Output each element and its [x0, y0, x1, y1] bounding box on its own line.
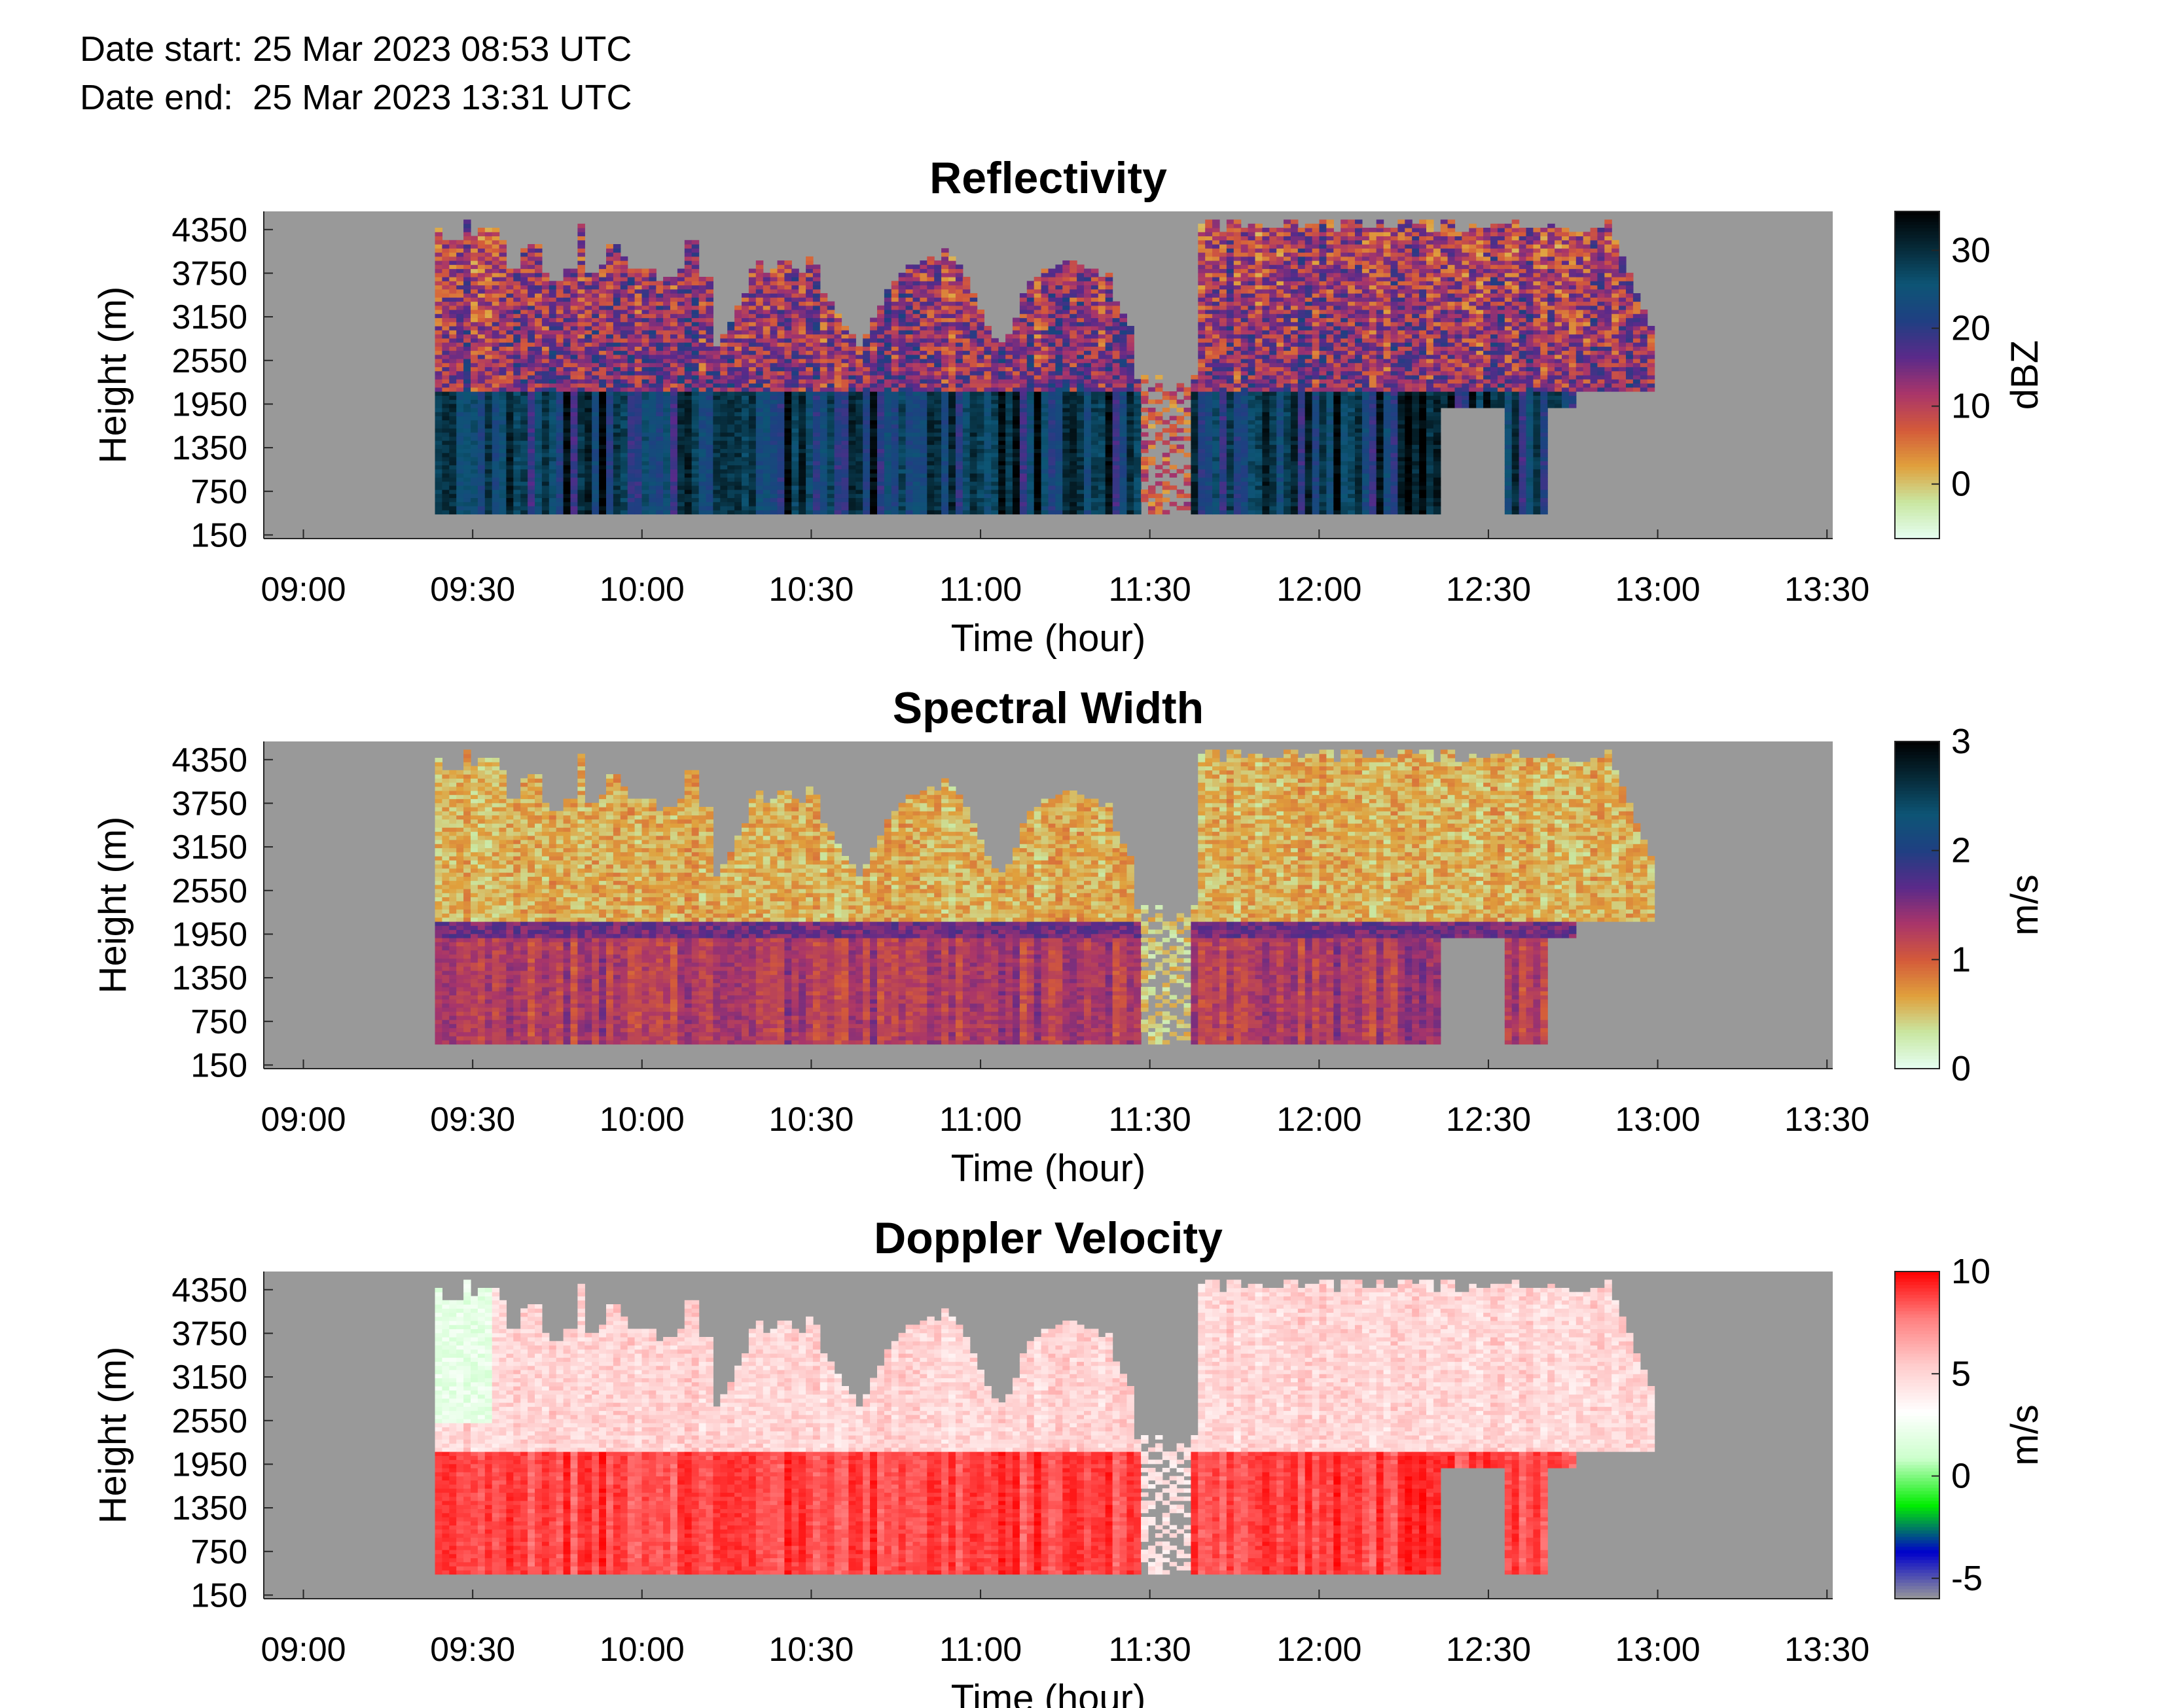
panel-spectral-width: Spectral Width 09:00 09:30 10:00 10:30 11:00 1… [92, 683, 2046, 1190]
x-axis-label: Time (hour) [951, 617, 1146, 660]
colorbar: -5 0 5 10 m/s [1895, 1252, 2046, 1599]
x-tick-label: 12:30 [1446, 1631, 1531, 1669]
y-axis-ticks: 150 750 1350 1950 2550 3150 3750 4350 [171, 741, 273, 1085]
colorbar-tick-label: 0 [1951, 465, 1971, 504]
y-tick-label: 3150 [171, 828, 247, 866]
y-tick-label: 1950 [171, 916, 247, 953]
y-tick-label: 3150 [171, 1359, 247, 1397]
x-tick-label: 09:00 [261, 1631, 346, 1669]
panel-title: Doppler Velocity [874, 1213, 1223, 1263]
y-axis-ticks: 150 750 1350 1950 2550 3150 3750 4350 [171, 1272, 273, 1615]
x-tick-label: 13:00 [1615, 1101, 1701, 1139]
x-tick-label: 11:00 [939, 1631, 1022, 1669]
x-tick-label: 12:30 [1446, 1101, 1531, 1139]
y-axis-label: Height (m) [92, 817, 134, 994]
x-tick-label: 13:00 [1615, 571, 1701, 609]
x-tick-label: 10:30 [768, 1631, 854, 1669]
y-tick-label: 1350 [171, 959, 247, 997]
colorbar-label: m/s [2004, 1404, 2046, 1465]
x-tick-label: 09:00 [261, 1101, 346, 1139]
x-tick-label: 12:00 [1276, 1631, 1361, 1669]
y-tick-label: 150 [190, 516, 247, 554]
x-tick-label: 11:30 [1109, 1631, 1191, 1669]
y-tick-label: 750 [190, 473, 247, 511]
x-tick-label: 12:30 [1446, 571, 1531, 609]
x-tick-label: 10:00 [600, 1101, 685, 1139]
x-tick-label: 09:30 [430, 1101, 515, 1139]
y-tick-label: 3750 [171, 785, 247, 823]
x-tick-label: 10:30 [768, 571, 854, 609]
panel-reflectivity: Reflectivity 09:00 09:30 10:00 10:30 11:00 11:… [92, 153, 2046, 660]
colorbar-tick-label: 1 [1951, 940, 1971, 979]
x-axis-ticks: 09:00 09:30 10:00 10:30 11:00 11:30 12:00 12:30… [261, 1059, 1869, 1139]
y-tick-label: 4350 [171, 741, 247, 779]
panel-title: Reflectivity [929, 153, 1167, 203]
x-tick-label: 09:30 [430, 1631, 515, 1669]
y-axis-ticks: 150 750 1350 1950 2550 3150 3750 4350 [171, 211, 273, 555]
y-tick-label: 4350 [171, 211, 247, 249]
colorbar-tick-label: 20 [1951, 309, 1990, 348]
y-tick-label: 2550 [171, 872, 247, 910]
x-tick-label: 11:00 [939, 1101, 1022, 1139]
colorbar-label: dBZ [2004, 340, 2046, 410]
x-tick-label: 10:30 [768, 1101, 854, 1139]
y-tick-label: 1950 [171, 1446, 247, 1484]
colorbar-tick-label: 10 [1951, 1252, 1990, 1291]
colorbar-tick-label: 0 [1951, 1049, 1971, 1088]
x-tick-label: 09:30 [430, 571, 515, 609]
y-tick-label: 1950 [171, 385, 247, 423]
x-tick-label: 10:00 [600, 571, 685, 609]
colorbar-tick-label: 0 [1951, 1457, 1971, 1496]
x-tick-label: 12:00 [1276, 571, 1361, 609]
x-tick-label: 12:00 [1276, 1101, 1361, 1139]
y-tick-label: 150 [190, 1576, 247, 1614]
x-tick-label: 11:30 [1109, 1101, 1191, 1139]
colorbar-tick-label: 3 [1951, 722, 1971, 761]
y-tick-label: 150 [190, 1046, 247, 1084]
y-axis-label: Height (m) [92, 287, 134, 464]
colorbar-label: m/s [2004, 874, 2046, 935]
x-tick-label: 13:30 [1784, 1101, 1869, 1139]
colorbar: 0 1 2 3 m/s [1895, 722, 2046, 1088]
y-tick-label: 2550 [171, 342, 247, 380]
y-tick-label: 750 [190, 1533, 247, 1571]
y-tick-label: 750 [190, 1003, 247, 1041]
y-tick-label: 3750 [171, 1315, 247, 1353]
x-axis-ticks: 09:00 09:30 10:00 10:30 11:00 11:30 12:00 12:30… [261, 1590, 1869, 1669]
y-tick-label: 3150 [171, 298, 247, 336]
y-tick-label: 2550 [171, 1402, 247, 1440]
y-tick-label: 1350 [171, 429, 247, 467]
x-axis-label: Time (hour) [951, 1147, 1146, 1190]
y-tick-label: 1350 [171, 1489, 247, 1527]
colorbar-tick-label: 2 [1951, 831, 1971, 870]
x-tick-label: 13:30 [1784, 571, 1869, 609]
x-tick-label: 13:30 [1784, 1631, 1869, 1669]
x-tick-label: 11:30 [1109, 571, 1191, 609]
x-tick-label: 11:00 [939, 571, 1022, 609]
y-axis-label: Height (m) [92, 1347, 134, 1524]
panel-doppler-velocity: Doppler Velocity 09:00 09:30 10:00 10:30 11:0… [92, 1213, 2046, 1708]
x-tick-label: 13:00 [1615, 1631, 1701, 1669]
colorbar-tick-label: 10 [1951, 387, 1990, 426]
colorbar: 0 10 20 30 dBZ [1895, 211, 2046, 539]
colorbar-tick-label: -5 [1951, 1559, 1983, 1598]
x-axis-ticks: 09:00 09:30 10:00 10:30 11:00 11:30 12:00 12:30… [261, 529, 1869, 609]
x-tick-label: 09:00 [261, 571, 346, 609]
colorbar-tick-label: 5 [1951, 1354, 1971, 1393]
y-tick-label: 4350 [171, 1272, 247, 1309]
y-tick-label: 3750 [171, 255, 247, 293]
panel-title: Spectral Width [893, 683, 1204, 733]
colorbar-tick-label: 30 [1951, 231, 1990, 270]
x-axis-label: Time (hour) [951, 1677, 1146, 1708]
x-tick-label: 10:00 [600, 1631, 685, 1669]
